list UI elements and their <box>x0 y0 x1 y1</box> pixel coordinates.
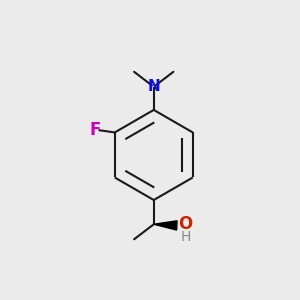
Text: F: F <box>89 121 101 139</box>
Polygon shape <box>154 221 177 230</box>
Text: H: H <box>180 230 191 244</box>
Text: N: N <box>147 79 160 94</box>
Text: O: O <box>178 215 193 233</box>
